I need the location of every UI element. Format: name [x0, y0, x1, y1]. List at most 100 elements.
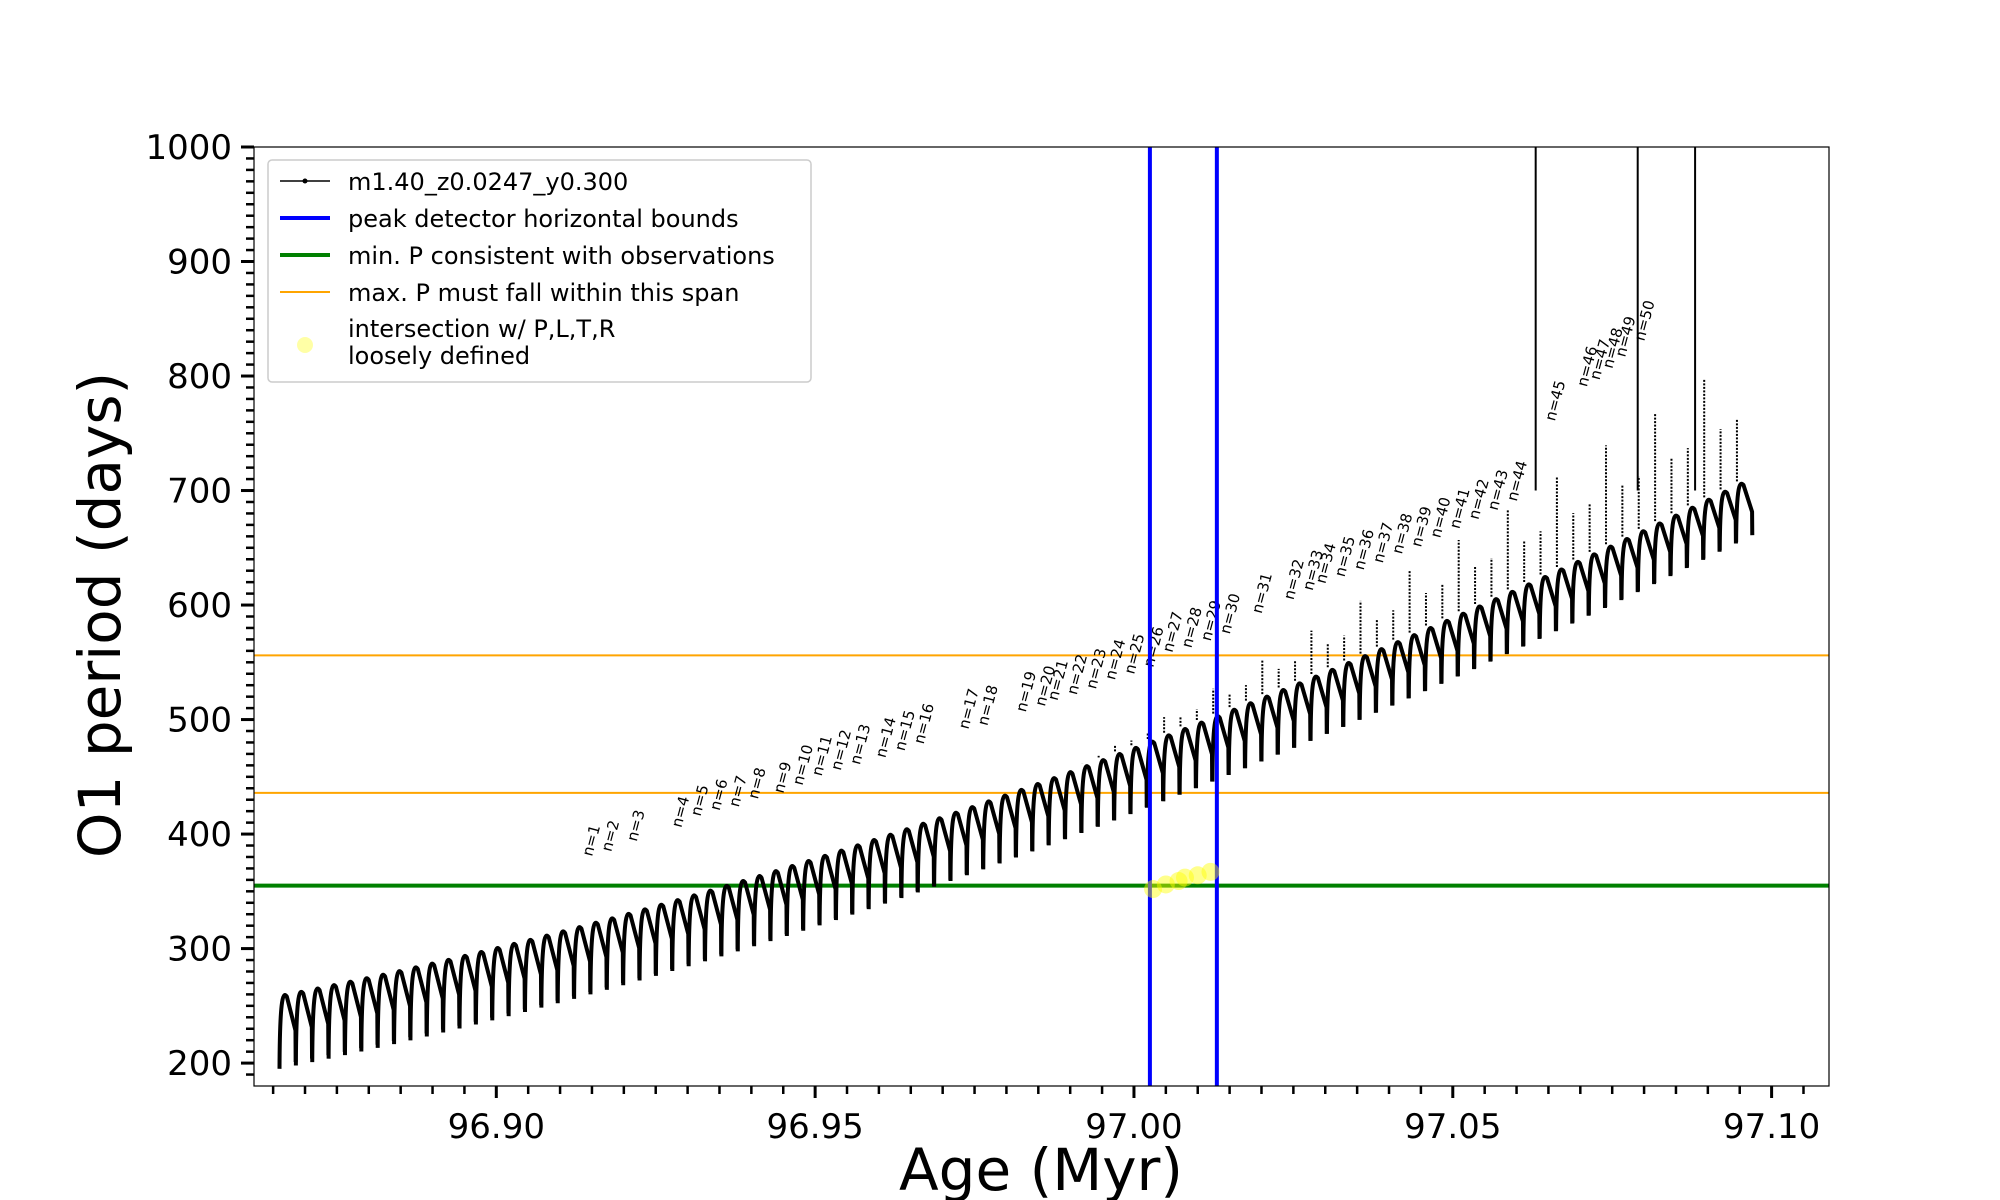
pulse-cycle [784, 864, 806, 936]
pulse-cycle [1537, 575, 1558, 639]
pulse-cycle [1685, 505, 1706, 567]
pulse-cycle [310, 986, 331, 1063]
pulse-cycle [866, 838, 887, 910]
pulse-cycle [1488, 597, 1509, 662]
intersection-point [1156, 875, 1175, 894]
pulse-cycle [293, 989, 315, 1066]
y-axis-ticks: 200 300 400 500 600 700 800 900 1000 [145, 128, 254, 1084]
pulse-cycle [490, 946, 511, 1021]
x-axis-label: Age (Myr) [899, 1136, 1183, 1200]
legend-label-line2: loosely defined [348, 342, 530, 370]
pulse-cycle [1390, 640, 1411, 706]
pulse-cycle [1324, 667, 1346, 734]
pulse-cycle [1586, 552, 1607, 615]
pulse-cycle [817, 853, 838, 926]
y-tick-label: 1000 [145, 128, 232, 168]
y-axis-label: O1 period (days) [66, 372, 134, 858]
pulse-cycle [1112, 752, 1133, 821]
legend-dot [297, 337, 313, 353]
legend-label: peak detector horizontal bounds [348, 205, 739, 233]
pulse-cycle [1194, 720, 1215, 789]
x-axis-ticks: 96.90 96.95 97.00 97.05 97.10 [271, 1086, 1820, 1147]
x-tick-label: 97.10 [1723, 1107, 1820, 1147]
pulse-cycle [1455, 611, 1477, 676]
pulse-cycle [1292, 681, 1313, 748]
pulse-cycle [1423, 626, 1444, 691]
pulse-cycle [375, 972, 396, 1048]
cycle-label: n=44 [1503, 459, 1531, 503]
cycle-label: n=16 [910, 701, 938, 745]
pulse-cycle [1504, 589, 1526, 654]
pulse-cycle [1243, 701, 1264, 769]
pulse-cycle [1701, 497, 1722, 559]
pulse-cycle [1226, 707, 1247, 775]
pulse-cycle [915, 821, 936, 893]
pulse-cycle [424, 961, 445, 1037]
pulse-cycle [752, 874, 773, 947]
pulse-cycle [342, 979, 364, 1056]
cycle-label: n=31 [1248, 571, 1276, 615]
y-tick-label: 800 [167, 357, 232, 397]
pulse-cycle [359, 976, 380, 1052]
pulse-cycle [686, 893, 707, 967]
y-tick-label: 600 [167, 586, 232, 626]
pulse-cycle [621, 911, 642, 986]
pulse-cycle [997, 793, 1018, 864]
pulse-cycle [539, 933, 560, 1008]
pulse-cycle [850, 843, 871, 915]
pulse-cycle [1128, 745, 1149, 815]
y-tick-label: 200 [167, 1044, 232, 1084]
cycle-label: n=8 [744, 766, 770, 801]
pulse-cycle [1357, 654, 1378, 720]
pulse-cycle [1717, 489, 1738, 551]
legend-marker [302, 178, 308, 184]
cycle-label: n=13 [846, 722, 874, 766]
pulse-cycle [1668, 513, 1689, 575]
y-tick-label: 400 [167, 815, 232, 855]
cycle-label: n=45 [1541, 378, 1569, 422]
pulse-cycle [277, 993, 298, 1069]
pulse-cycle [768, 869, 789, 942]
spike-lines [1534, 147, 1697, 491]
pulse-cycle [1521, 582, 1542, 646]
vertical-lines [1147, 147, 1219, 1086]
pulse-cycle [1570, 559, 1591, 623]
pulse-cycle [1635, 529, 1657, 592]
pulse-cycle [1308, 674, 1329, 741]
pulse-cycle [833, 848, 855, 921]
cycle-label: n=3 [623, 808, 649, 843]
pulse-cycle [801, 858, 822, 931]
pulse-cycle [1652, 521, 1673, 584]
x-tick-label: 97.00 [1085, 1107, 1182, 1147]
pulse-cycle [653, 902, 675, 976]
y-tick-label: 700 [167, 472, 232, 512]
legend-label: m1.40_z0.0247_y0.300 [348, 168, 628, 196]
pulse-cycle [1210, 714, 1231, 782]
cycle-label: n=2 [598, 818, 624, 853]
cycle-label: n=30 [1216, 591, 1244, 635]
intersection-points [1144, 862, 1220, 899]
legend-box [267, 159, 812, 383]
legend-label: max. P must fall within this span [348, 279, 739, 307]
pulse-cycle [981, 799, 1002, 870]
pulse-cycle [555, 929, 576, 1004]
series-pulse-cycles [277, 379, 1755, 1069]
pulse-cycle [572, 925, 593, 999]
pulse-cycle [1341, 661, 1362, 727]
pulse-cycle [1472, 604, 1493, 669]
cycle-label: n=50 [1631, 298, 1659, 342]
pulse-cycle [1079, 764, 1100, 834]
legend-label: min. P consistent with observations [348, 242, 775, 270]
pulse-cycle [1259, 694, 1280, 762]
pulse-cycle [1046, 776, 1067, 846]
pulse-cycle [588, 920, 609, 995]
pulse-cycle [326, 983, 347, 1059]
pulse-cycle [604, 916, 625, 990]
pulse-cycle [1275, 688, 1297, 755]
pulse-cycle [637, 907, 658, 981]
pulse-cycle [1013, 787, 1035, 858]
pulse-cycle [441, 957, 462, 1033]
pulse-cycle [964, 805, 986, 876]
pulse-cycle [703, 888, 724, 962]
pulse-cycle [457, 953, 478, 1029]
